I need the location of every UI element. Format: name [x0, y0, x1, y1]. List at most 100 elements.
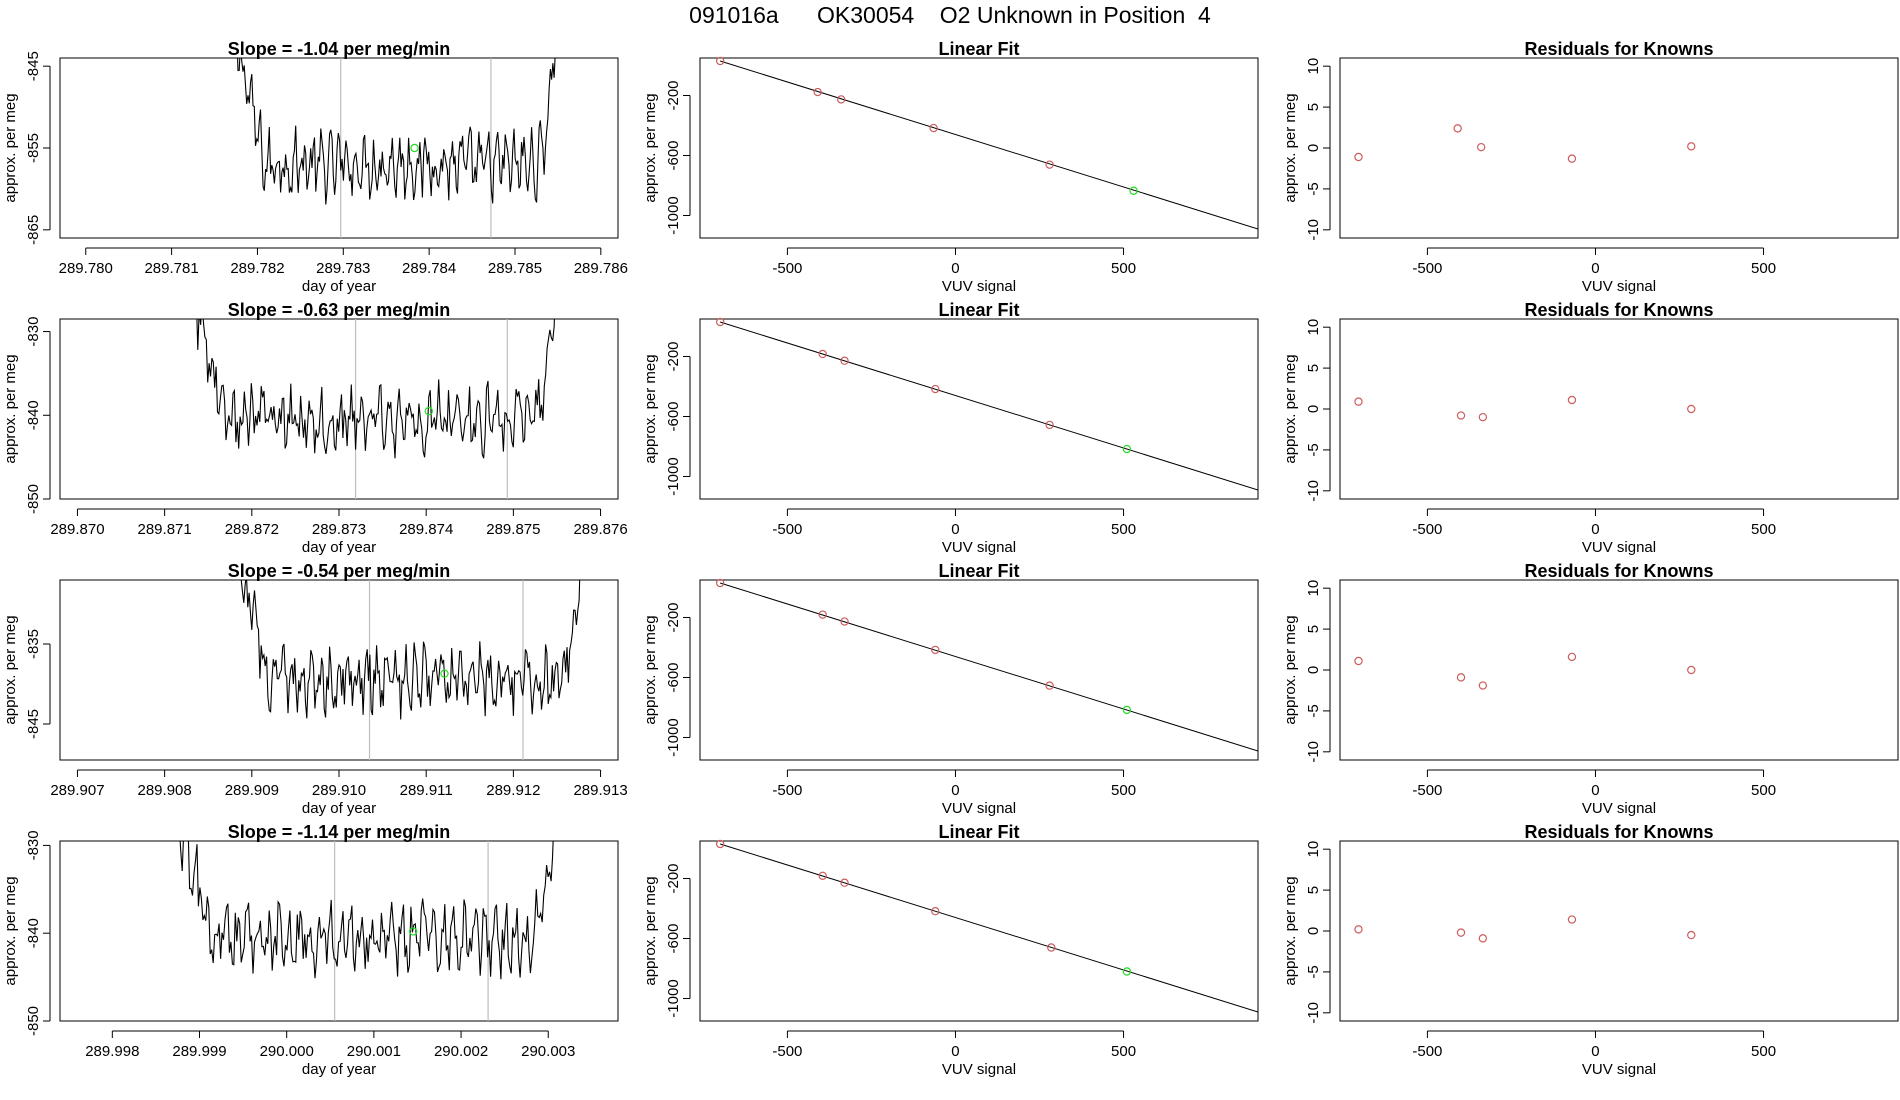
panel-3-3-residual-point [1478, 681, 1488, 690]
panel-2-1-trace-line [196, 319, 555, 459]
panel-1-3-residual-point [1567, 154, 1577, 163]
panel-2-3-residual-point [1478, 412, 1488, 422]
panel-3-1-x-tick-label: 289.907 [50, 782, 104, 799]
panel-1-1-x-tick-label: 289.782 [230, 260, 284, 277]
panel-1-2-known-point [813, 87, 822, 97]
panel-4-3-residual-point [1456, 928, 1466, 937]
panel-3-1-y-tick-label: -835 [25, 629, 42, 659]
panel-4-3-y-tick-label: 0 [1305, 927, 1322, 935]
panel-3-2-y-tick-label: -1000 [665, 718, 682, 756]
panel-2-3-residual-point [1687, 404, 1696, 414]
panel-1-2-unknown-point [1129, 186, 1138, 195]
panel-1-3-title: Residuals for Knowns [1524, 39, 1713, 59]
panel-3-2-x-tick-label: 0 [951, 782, 959, 799]
panel-3-1-x-tick-label: 289.913 [573, 782, 627, 799]
panel-2-2-x-tick-label: 0 [951, 521, 959, 538]
panel-4-3-residual-point [1354, 925, 1363, 934]
panel-4-2-y-tick-label: -1000 [665, 979, 682, 1017]
panel-2-2-known-point [931, 384, 940, 394]
panel-2-3-residual-point [1456, 411, 1466, 420]
panel-2-3-x-tick-label: -500 [1412, 521, 1442, 538]
panel-2-2-y-axis-label: approx. per meg [642, 354, 659, 463]
panel-1-3-plot-frame [1339, 57, 1899, 239]
panel-4-3-residual-point [1687, 930, 1696, 940]
panel-2-3-y-axis-label: approx. per meg [1282, 354, 1299, 463]
panel-4-2-known-point [715, 839, 725, 849]
panel-4-1-y-tick-label: -830 [25, 830, 42, 860]
panel-2-2-unknown-point [1122, 444, 1132, 454]
panel-4-1-title: Slope = -1.14 per meg/min [228, 822, 451, 842]
panel-1-3-x-tick-label: 500 [1751, 260, 1776, 277]
panel-2-2-x-axis-label: VUV signal [942, 539, 1016, 556]
panel-2-2-known-point [715, 317, 725, 327]
panel-2-3-plot-frame [1339, 318, 1899, 500]
panel-4-1-y-tick-label: -840 [25, 918, 42, 948]
panel-4-2-y-axis-label: approx. per meg [642, 876, 659, 985]
panel-3-1-x-tick-label: 289.912 [486, 782, 540, 799]
panel-1-2-fit-line [720, 60, 1258, 230]
panel-4-1-x-tick-label: 290.001 [347, 1043, 401, 1060]
panel-1-3-x-axis-label: VUV signal [1582, 278, 1656, 295]
panel-3-2-y-tick-label: -600 [665, 662, 682, 692]
panel-3-2-unknown-point [1122, 705, 1132, 715]
panel-1-2-x-tick-label: -500 [772, 260, 802, 277]
panel-2-1-x-tick-label: 289.871 [138, 521, 192, 538]
panel-2-3-residual-point [1567, 395, 1577, 405]
page-title: 091016a OK30054 O2 Unknown in Position 4 [689, 2, 1211, 28]
panel-3-1-trace-line [240, 580, 581, 720]
panel-2-2-y-tick-label: -1000 [665, 457, 682, 495]
panel-1-2-known-point [715, 56, 725, 66]
panel-1-1-unknown-point [410, 143, 419, 153]
panel-3-1-unknown-point [440, 669, 449, 678]
panel-3-1-title: Slope = -0.54 per meg/min [228, 561, 451, 581]
panel-4-1-plot-frame [59, 840, 619, 1022]
panel-4-1-x-tick-label: 289.998 [85, 1043, 139, 1060]
panel-3-3-residual-point [1456, 673, 1466, 682]
panel-4-1-y-tick-label: -850 [25, 1006, 42, 1036]
panel-1-2-x-tick-label: 500 [1111, 260, 1136, 277]
panel-4-2-fit-line [720, 843, 1258, 1013]
panel-3-2-y-axis-label: approx. per meg [642, 615, 659, 724]
panel-2-2-x-tick-label: -500 [772, 521, 802, 538]
panel-2-2-title: Linear Fit [938, 300, 1019, 320]
panel-2-2-plot-frame [699, 318, 1259, 500]
panel-2-1-y-axis-label: approx. per meg [2, 354, 19, 463]
panel-1-1-x-tick-label: 289.786 [574, 260, 628, 277]
panel-3-3-y-tick-label: 10 [1305, 580, 1322, 597]
panel-2-3-x-tick-label: 0 [1591, 521, 1599, 538]
panel-4-2-known-point [1047, 943, 1056, 952]
panel-2-1-plot-frame [59, 318, 619, 500]
panel-3-1-plot-frame [59, 579, 619, 761]
panel-4-3-title: Residuals for Knowns [1524, 822, 1713, 842]
panel-1-3-y-tick-label: 5 [1305, 103, 1322, 111]
panel-1-1-x-tick-label: 289.784 [402, 260, 456, 277]
panel-3-3-y-tick-label: -10 [1305, 741, 1322, 763]
panel-4-1-x-tick-label: 289.999 [172, 1043, 226, 1060]
panel-3-3-x-tick-label: 500 [1751, 782, 1776, 799]
panel-2-3-x-axis-label: VUV signal [1582, 539, 1656, 556]
panel-1-2-x-tick-label: 0 [951, 260, 959, 277]
panel-2-2-x-tick-label: 500 [1111, 521, 1136, 538]
panel-3-2-title: Linear Fit [938, 561, 1019, 581]
panel-3-3-y-axis-label: approx. per meg [1282, 615, 1299, 724]
panel-2-3-x-tick-label: 500 [1751, 521, 1776, 538]
panel-3-3-y-tick-label: 5 [1305, 625, 1322, 633]
panel-4-2-known-point [818, 871, 827, 881]
panel-3-1-y-tick-label: -845 [25, 709, 42, 739]
panel-4-2-x-tick-label: 500 [1111, 1043, 1136, 1060]
panel-4-3-y-tick-label: 5 [1305, 886, 1322, 894]
panel-1-2-plot-frame [699, 57, 1259, 239]
panel-1-2-known-point [929, 123, 938, 133]
panel-1-2-y-axis-label: approx. per meg [642, 93, 659, 202]
panel-3-2-x-tick-label: 500 [1111, 782, 1136, 799]
panel-3-3-residual-point [1354, 656, 1363, 666]
panel-1-1-x-tick-label: 289.783 [316, 260, 370, 277]
panel-2-1-x-axis-label: day of year [302, 539, 376, 556]
panel-3-3-x-tick-label: 0 [1591, 782, 1599, 799]
panel-2-1-x-tick-label: 289.874 [399, 521, 453, 538]
panel-2-3-y-tick-label: 10 [1305, 319, 1322, 336]
panel-4-3-y-tick-label: 10 [1305, 841, 1322, 858]
panel-4-1-x-tick-label: 290.002 [434, 1043, 488, 1060]
panel-2-2-y-tick-label: -200 [665, 341, 682, 371]
